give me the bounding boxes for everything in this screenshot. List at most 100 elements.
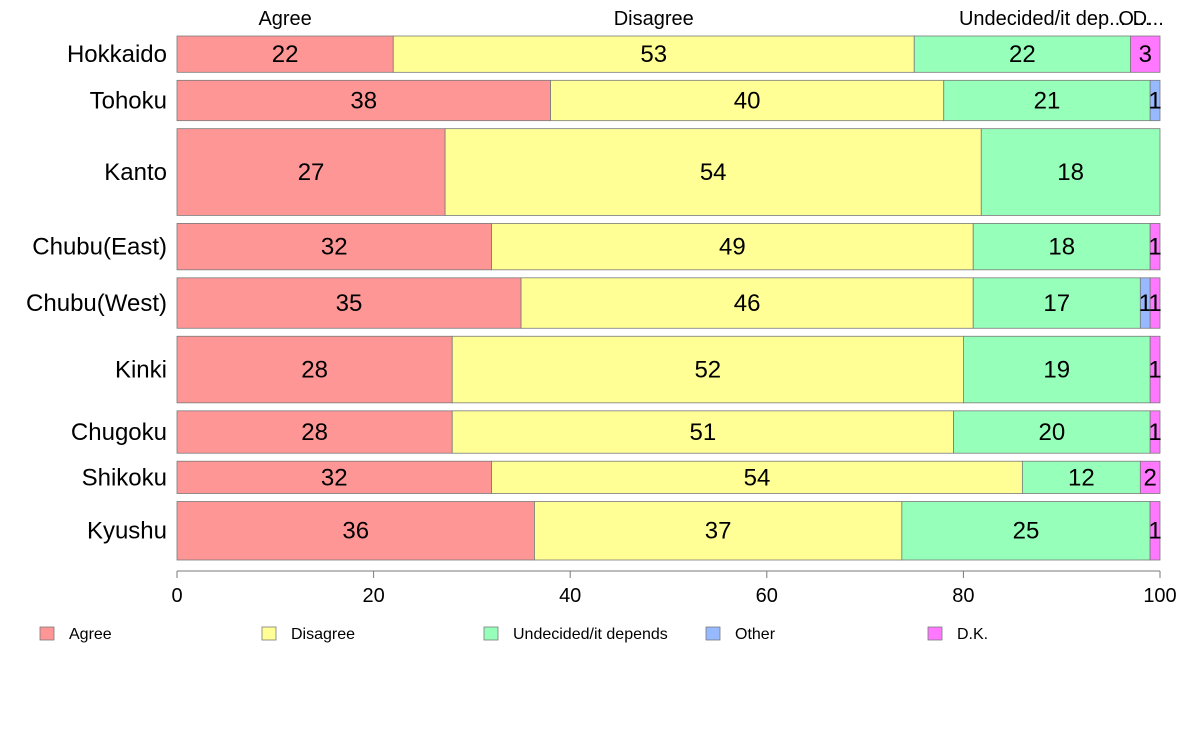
legend-swatch	[39, 626, 55, 641]
legend-swatch	[705, 626, 721, 641]
x-tick-label: 60	[756, 585, 778, 607]
bar-segment	[176, 410, 453, 454]
bar-segment	[520, 277, 974, 329]
data-label: 54	[700, 159, 727, 186]
legend-label: Disagree	[291, 626, 355, 643]
bar-segment	[1139, 460, 1161, 494]
bar-segment	[972, 223, 1151, 271]
legend-label: Agree	[69, 626, 112, 643]
data-label: 35	[336, 290, 363, 317]
data-label: 1	[1148, 87, 1161, 114]
bar-segment	[972, 277, 1141, 329]
bar-segment	[491, 223, 974, 271]
bar-segment	[901, 501, 1151, 561]
bar-segment	[980, 128, 1161, 216]
x-tick-label: 80	[952, 585, 974, 607]
row-label: Hokkaido	[67, 41, 167, 68]
legend-label: Undecided/it depends	[513, 626, 668, 643]
data-label: 1	[1148, 357, 1161, 384]
row-label: Chubu(West)	[26, 290, 167, 317]
legend-swatch	[261, 626, 277, 641]
row-label: Tohoku	[90, 87, 167, 114]
data-label: 36	[342, 518, 369, 545]
legend-label: Other	[735, 626, 776, 643]
bar-segment	[392, 35, 915, 73]
top-label: Undecided/it dep...	[959, 8, 1126, 30]
row-label: Kinki	[115, 357, 167, 384]
data-label: 22	[1009, 41, 1036, 68]
data-label: 3	[1139, 41, 1152, 68]
legend-label: D.K.	[957, 626, 988, 643]
data-label: 12	[1068, 464, 1095, 491]
data-label: 53	[640, 41, 667, 68]
data-label: 27	[298, 159, 325, 186]
data-label: 32	[321, 234, 348, 261]
data-label: 38	[350, 87, 377, 114]
x-tick-label: 0	[171, 585, 182, 607]
data-label: 51	[690, 419, 717, 446]
bar-segment	[1149, 277, 1161, 329]
bar-segment	[1149, 79, 1161, 122]
bar-segment	[176, 128, 446, 216]
data-label: 20	[1039, 419, 1066, 446]
bar-segment	[943, 79, 1151, 122]
data-label: 28	[301, 419, 328, 446]
bar-segment	[963, 335, 1151, 404]
row-label: Shikoku	[82, 464, 167, 491]
top-category-labels: Agree Disagree Undecided/it dep...O...D...	[258, 8, 1163, 30]
data-label: 40	[734, 87, 761, 114]
data-label: 18	[1048, 234, 1075, 261]
row-label: Kyushu	[87, 518, 167, 545]
bar-segment	[444, 128, 982, 216]
top-label: D...	[1133, 8, 1164, 30]
bar-segment	[1021, 460, 1141, 494]
x-tick-label: 40	[559, 585, 581, 607]
data-label: 1	[1148, 290, 1161, 317]
bar-segment	[176, 335, 453, 404]
x-tick-label: 20	[362, 585, 384, 607]
bar-segment	[176, 460, 492, 494]
data-label: 28	[301, 357, 328, 384]
bar-segment	[550, 79, 945, 122]
bar-segment	[451, 410, 954, 454]
bar-segment	[451, 335, 964, 404]
data-label: 1	[1139, 290, 1152, 317]
data-label: 18	[1057, 159, 1084, 186]
row-label: Chugoku	[71, 419, 167, 446]
bar-segment	[1130, 35, 1161, 73]
data-label: 32	[321, 464, 348, 491]
top-label: O...	[1118, 8, 1150, 30]
data-label: 21	[1034, 87, 1061, 114]
data-label: 54	[744, 464, 771, 491]
top-label: Disagree	[614, 8, 694, 30]
data-label: 1	[1148, 518, 1161, 545]
bar-segment	[1149, 501, 1161, 561]
top-label: Agree	[258, 8, 311, 30]
bar-segment	[176, 223, 492, 271]
data-label: 2	[1143, 464, 1156, 491]
legend-swatch	[483, 626, 499, 641]
data-label: 1	[1148, 234, 1161, 261]
row-label: Kanto	[104, 159, 167, 186]
x-tick-label: 100	[1143, 585, 1176, 607]
bar-segment	[176, 79, 551, 122]
bar-segment	[176, 501, 535, 561]
data-label: 19	[1043, 357, 1070, 384]
row-labels-group: Hokkaido Tohoku Kanto Chubu(East) Chubu(West…	[26, 41, 167, 545]
data-label: 37	[705, 518, 732, 545]
bar-segment	[1149, 335, 1161, 404]
data-label: 25	[1013, 518, 1040, 545]
data-label: 46	[734, 290, 761, 317]
data-label: 1	[1148, 419, 1161, 446]
data-label: 17	[1043, 290, 1070, 317]
bar-segment	[953, 410, 1151, 454]
bar-segment	[1149, 410, 1161, 454]
legend: Agree Disagree Undecided/it depends Other D.…	[39, 626, 988, 643]
row-label: Chubu(East)	[32, 234, 167, 261]
legend-swatch	[927, 626, 943, 641]
bar-segment	[1149, 223, 1161, 271]
data-label: 52	[694, 357, 721, 384]
data-label: 22	[272, 41, 299, 68]
